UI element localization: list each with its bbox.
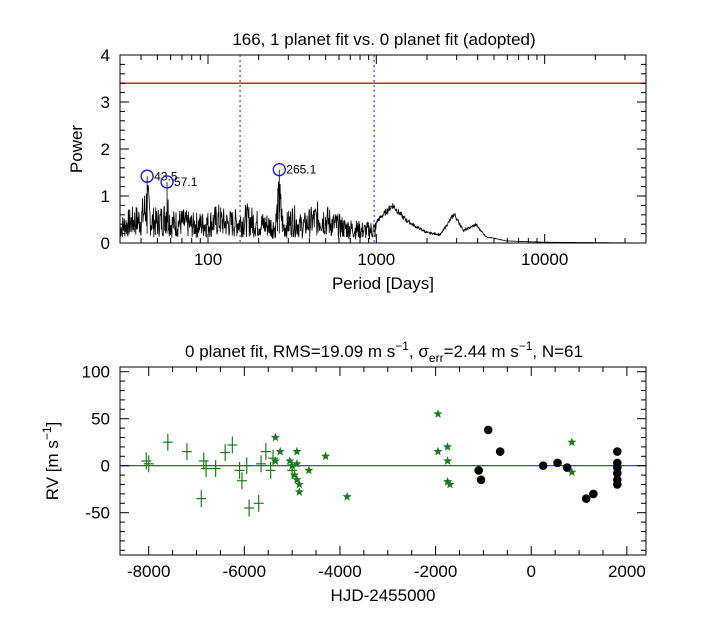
rv-plot-frame bbox=[119, 366, 647, 556]
x-tick-label: -6000 bbox=[223, 562, 266, 581]
rv-point-cross bbox=[210, 460, 221, 477]
rv-panel: 0 planet fit, RMS=19.09 m s−1, σerr=2.44… bbox=[40, 339, 647, 605]
y-tick-label: -50 bbox=[85, 504, 110, 523]
y-tick-label: 2 bbox=[101, 140, 110, 159]
rv-point-star bbox=[321, 451, 331, 461]
rv-point-cross bbox=[162, 433, 173, 451]
x-tick-label: -4000 bbox=[318, 562, 361, 581]
rv-point-dot bbox=[495, 447, 505, 456]
rv-point-cross bbox=[141, 452, 152, 470]
rv-point-star bbox=[433, 446, 443, 456]
x-tick-label: 100 bbox=[194, 250, 222, 269]
periodogram-panel: 166, 1 planet fit vs. 0 planet fit (adop… bbox=[67, 30, 647, 293]
rv-point-cross bbox=[227, 436, 238, 454]
periodogram-y-axis-label: Power bbox=[67, 125, 86, 174]
y-tick-label: 3 bbox=[101, 93, 110, 112]
rv-point-star bbox=[294, 479, 304, 489]
rv-y-ticks: 100 50 0 -50 bbox=[82, 363, 646, 551]
rv-point-dot bbox=[613, 480, 622, 489]
peak-label: 57.1 bbox=[174, 175, 198, 189]
rv-x-axis-label: HJD-2455000 bbox=[331, 586, 436, 605]
rv-point-star bbox=[270, 456, 280, 465]
rv-point-cross bbox=[236, 472, 247, 490]
y-tick-label: 50 bbox=[91, 410, 110, 429]
rv-x-ticks: -8000 -6000 -4000 -2000 0 2000 bbox=[127, 367, 646, 581]
rv-point-star bbox=[442, 476, 453, 486]
rv-point-cross bbox=[241, 457, 252, 475]
peak-marker bbox=[160, 175, 174, 189]
rv-point-star bbox=[292, 446, 302, 456]
periodogram-x-ticks: 100 1000 10000 bbox=[119, 55, 647, 269]
rv-point-dot bbox=[613, 468, 622, 478]
rv-point-star bbox=[275, 446, 285, 456]
x-tick-label: 2000 bbox=[608, 562, 646, 581]
rv-point-dot bbox=[483, 425, 493, 435]
rv-point-star bbox=[285, 456, 295, 465]
rv-point-cross bbox=[256, 455, 267, 473]
peak-marker bbox=[272, 162, 286, 177]
rv-point-star bbox=[442, 442, 453, 451]
y-tick-label: 0 bbox=[101, 457, 110, 476]
rv-point-star bbox=[342, 491, 352, 501]
y-tick-label: 100 bbox=[82, 363, 110, 382]
rv-point-star bbox=[292, 475, 302, 484]
rv-y-axis-label: RV [m s−1] bbox=[40, 422, 62, 501]
rv-point-dot bbox=[474, 466, 483, 475]
x-tick-label: 0 bbox=[527, 562, 536, 581]
rv-point-dot bbox=[553, 458, 562, 468]
rv-point-cross bbox=[234, 461, 245, 479]
rv-point-star bbox=[445, 479, 455, 489]
rv-point-cross bbox=[265, 461, 276, 479]
rv-point-dot bbox=[538, 461, 548, 471]
rv-point-star bbox=[442, 456, 453, 465]
rv-point-star bbox=[567, 437, 577, 447]
rv-point-star bbox=[567, 467, 577, 477]
rv-point-cross bbox=[260, 443, 271, 461]
rv-point-cross bbox=[244, 499, 255, 517]
rv-point-star bbox=[287, 460, 297, 470]
rv-point-cross bbox=[181, 443, 192, 461]
rv-point-cross bbox=[201, 460, 212, 477]
rv-point-cross bbox=[198, 452, 209, 470]
rv-point-dot bbox=[613, 447, 622, 456]
rv-point-cross bbox=[196, 490, 207, 508]
rv-point-dot bbox=[562, 463, 572, 472]
peak-label: 265.1 bbox=[286, 163, 316, 177]
x-tick-label: -2000 bbox=[414, 562, 457, 581]
periodogram-y-ticks: 0 1 2 3 4 bbox=[101, 46, 646, 253]
rv-title: 0 planet fit, RMS=19.09 m s−1, σerr=2.44… bbox=[185, 339, 583, 365]
y-tick-label: 1 bbox=[101, 187, 110, 206]
rv-point-star bbox=[433, 409, 443, 418]
x-tick-label: -8000 bbox=[127, 562, 170, 581]
periodogram-power-line bbox=[119, 169, 646, 244]
rv-point-star bbox=[304, 465, 314, 475]
y-tick-label: 0 bbox=[101, 234, 110, 253]
periodogram-reference-lines bbox=[120, 55, 646, 243]
periodogram-title: 166, 1 planet fit vs. 0 planet fit (adop… bbox=[232, 30, 535, 49]
rv-point-star bbox=[292, 459, 302, 468]
rv-point-cross bbox=[143, 455, 154, 473]
x-tick-label: 10000 bbox=[521, 250, 568, 269]
rv-point-star bbox=[289, 470, 300, 479]
rv-point-dot bbox=[476, 475, 486, 485]
rv-point-dot bbox=[581, 494, 591, 503]
rv-data-points bbox=[141, 409, 622, 517]
rv-point-cross bbox=[253, 494, 264, 512]
y-tick-label: 4 bbox=[101, 46, 110, 65]
rv-point-star bbox=[294, 487, 304, 496]
rv-point-star bbox=[270, 432, 280, 442]
peak-marker bbox=[140, 169, 154, 183]
periodogram-x-axis-label: Period [Days] bbox=[332, 274, 434, 293]
x-tick-label: 1000 bbox=[357, 250, 395, 269]
rv-point-cross bbox=[220, 444, 231, 461]
rv-point-dot bbox=[589, 489, 598, 499]
